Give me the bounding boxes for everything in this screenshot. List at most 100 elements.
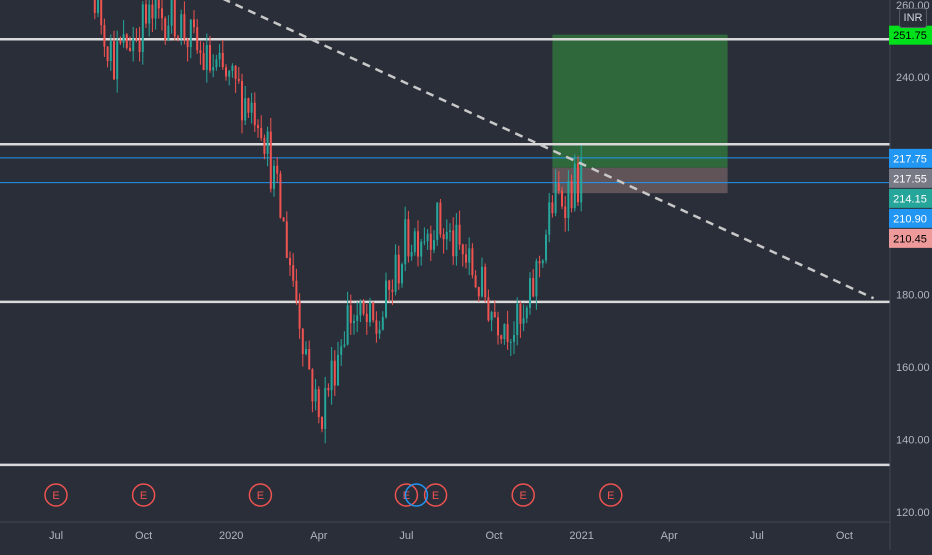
candle-body (205, 44, 208, 70)
candle-body (337, 354, 339, 386)
candle-body (97, 0, 99, 13)
time-tick-label: Jul (399, 530, 413, 542)
candle-body (295, 280, 298, 301)
candle-body (417, 231, 419, 257)
candle-body (439, 202, 442, 235)
price-tick-label: 120.00 (896, 507, 930, 519)
candle-body (343, 344, 346, 347)
candle-body (551, 202, 554, 214)
candle-body (100, 0, 103, 26)
earnings-marker-circle (423, 483, 448, 507)
candle-body (321, 417, 323, 429)
candle-body (273, 165, 275, 189)
candle-body (154, 0, 157, 19)
dividend-marker (404, 483, 429, 507)
candle-body (455, 224, 458, 257)
candle-body (391, 289, 394, 292)
candle-body (487, 297, 490, 321)
candle-body (509, 341, 512, 343)
candle-body (436, 202, 439, 241)
candle-body (180, 14, 183, 38)
candle-body (580, 158, 583, 203)
currency-badge[interactable]: INR (899, 8, 927, 28)
candle-body (282, 217, 285, 222)
candle-body (525, 307, 528, 319)
earnings-marker-circle (131, 483, 156, 507)
earnings-marker-circle (248, 483, 273, 507)
candle-body (119, 41, 122, 43)
price-tick-label: 160.00 (896, 362, 930, 374)
time-tick-label: 2020 (219, 530, 243, 542)
candle-body (340, 346, 343, 355)
candle-body (93, 0, 96, 13)
candle-body (129, 47, 131, 52)
candle-body (177, 36, 179, 38)
candle-body (215, 59, 218, 68)
candle-body (221, 52, 224, 68)
time-tick-label: Oct (485, 530, 502, 542)
candle-body (289, 257, 291, 266)
price-label-text: 251.75 (893, 30, 927, 42)
candle-body (301, 328, 304, 355)
candle-body (330, 360, 333, 391)
candle-body (292, 265, 295, 281)
earnings-marker-label: E (257, 490, 264, 502)
candle-body (298, 300, 301, 329)
earnings-marker: E (423, 483, 448, 507)
price-label: 251.75 (889, 25, 932, 45)
trendline[interactable] (0, 0, 875, 300)
price-label-text: 210.90 (893, 213, 927, 225)
earnings-marker: E (44, 483, 68, 507)
earnings-marker-label: E (607, 490, 614, 502)
candle-body (465, 254, 467, 263)
candle-body (484, 266, 487, 298)
price-axis[interactable]: 300.00280.00260.00240.00200.00180.00160.… (896, 0, 930, 519)
candle-body (516, 303, 519, 336)
candle-body (561, 190, 563, 207)
candle-body (445, 231, 448, 240)
candle-body (106, 46, 109, 62)
candle-body (234, 65, 237, 79)
candle-body (535, 261, 538, 297)
price-label-text: 217.55 (893, 173, 927, 185)
earnings-marker-circle (394, 483, 419, 507)
candle-body (253, 102, 256, 126)
trendline-dashed (222, 0, 875, 300)
candle-body (532, 278, 535, 297)
candle-body (519, 303, 522, 324)
candle-body (103, 25, 106, 47)
time-tick-label: Jul (49, 530, 63, 542)
earnings-marker-label: E (403, 490, 410, 502)
candle-body (189, 19, 192, 48)
candle-body (481, 266, 483, 297)
candle-body (477, 287, 480, 297)
candle-body (381, 317, 384, 330)
time-axis[interactable]: Jul Oct 2020 Apr Jul Oct 2021 Apr Jul Oct (49, 530, 853, 542)
price-tick-label: 260.00 (896, 0, 930, 12)
price-tick-label: 180.00 (896, 290, 930, 302)
candle-body (164, 18, 167, 41)
candle-body (410, 252, 413, 257)
earnings-marker: E (131, 483, 156, 507)
candle-body (327, 387, 330, 391)
candle-body (557, 183, 560, 191)
horizontal-levels (0, 37, 890, 467)
candle-body (173, 0, 176, 37)
candle-body (378, 329, 381, 334)
candle-body (401, 264, 403, 284)
candle-body (554, 183, 557, 214)
candle-body (356, 315, 359, 321)
price-label-text: 210.45 (893, 233, 927, 245)
candle-body (314, 389, 317, 402)
earnings-marker: E (599, 483, 623, 507)
candle-body (311, 369, 314, 402)
candle-body (385, 280, 387, 318)
candle-body (429, 233, 432, 250)
candle-body (388, 280, 391, 290)
candle-body (196, 27, 199, 51)
candle-body (529, 278, 531, 308)
candle-body (522, 318, 525, 324)
candle-body (202, 53, 205, 70)
